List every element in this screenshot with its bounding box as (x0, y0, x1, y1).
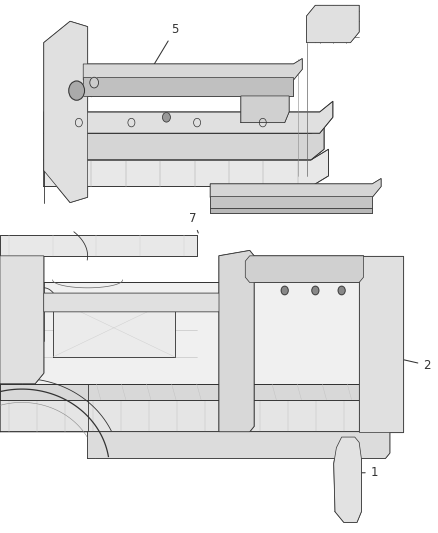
Polygon shape (210, 196, 372, 208)
Text: 2: 2 (395, 358, 431, 372)
Text: 5: 5 (152, 23, 179, 67)
Polygon shape (334, 437, 361, 522)
Text: 1: 1 (353, 466, 378, 479)
Text: 3: 3 (235, 339, 250, 352)
Polygon shape (0, 235, 197, 256)
Polygon shape (44, 293, 223, 312)
Polygon shape (44, 128, 324, 160)
Polygon shape (0, 282, 385, 384)
Polygon shape (83, 59, 302, 80)
Circle shape (338, 286, 345, 295)
Text: 4: 4 (373, 264, 403, 278)
Polygon shape (0, 400, 390, 432)
Polygon shape (245, 256, 364, 282)
Polygon shape (210, 208, 372, 213)
Circle shape (90, 77, 99, 88)
Polygon shape (210, 179, 381, 197)
Polygon shape (0, 256, 44, 384)
Polygon shape (241, 96, 289, 123)
Circle shape (312, 286, 319, 295)
Polygon shape (307, 5, 359, 43)
Polygon shape (44, 21, 88, 203)
Polygon shape (0, 384, 385, 400)
Polygon shape (44, 101, 333, 133)
Polygon shape (53, 298, 175, 357)
Text: 6: 6 (62, 82, 92, 96)
Polygon shape (359, 256, 403, 432)
Text: 7: 7 (189, 212, 198, 233)
Polygon shape (219, 251, 254, 432)
Circle shape (69, 81, 85, 100)
Polygon shape (83, 77, 293, 96)
Circle shape (162, 112, 170, 122)
Polygon shape (88, 432, 390, 458)
Polygon shape (44, 149, 328, 187)
Circle shape (281, 286, 288, 295)
